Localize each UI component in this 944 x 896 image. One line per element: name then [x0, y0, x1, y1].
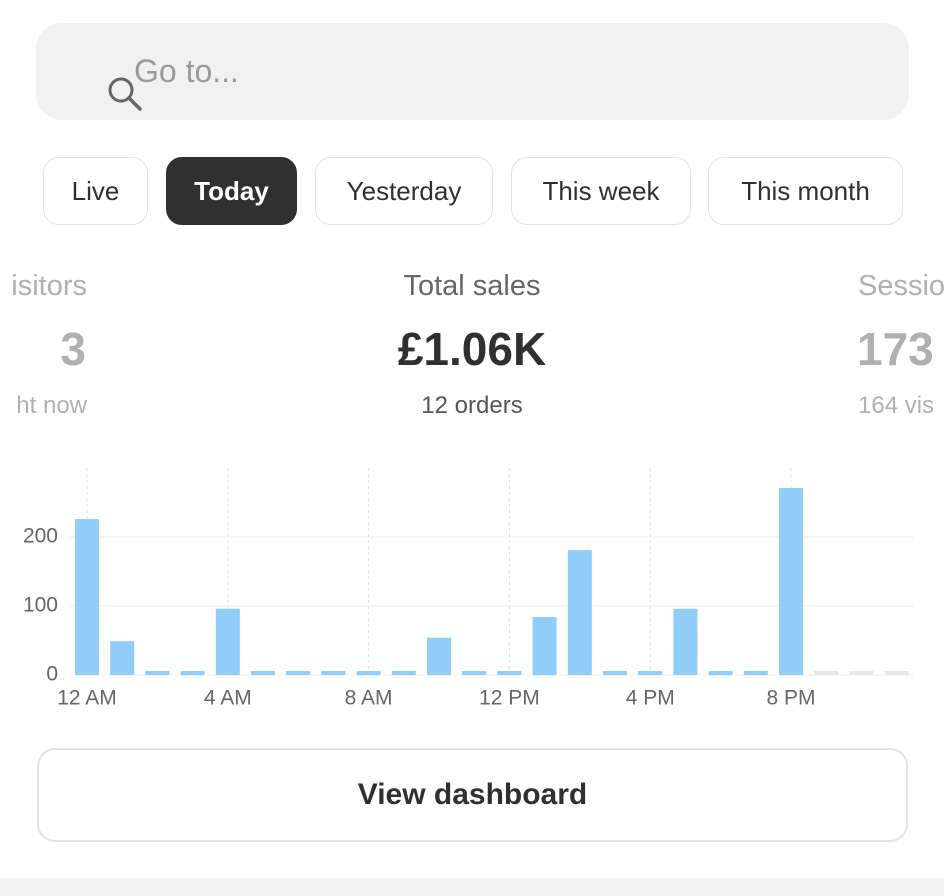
- chart: 12 AM 4 AM 8 AM 12 PM 4 PM 8 PM 0 100 200: [23, 468, 914, 710]
- metric-sub: 164 vis: [858, 392, 935, 419]
- metric-sub: 12 orders: [421, 392, 523, 419]
- x-tick-label: 12 AM: [57, 687, 117, 710]
- y-tick-label: 100: [23, 594, 58, 617]
- x-tick-label: 12 PM: [479, 687, 540, 710]
- bar: [779, 488, 803, 675]
- bar: [180, 671, 205, 675]
- bar: [356, 671, 381, 675]
- bar: [462, 671, 487, 675]
- metric-value: £1.06K: [397, 323, 547, 375]
- y-tick-label: 200: [23, 525, 58, 548]
- bar: [321, 671, 346, 675]
- tab[interactable]: Yesterday: [315, 157, 493, 225]
- empty-bar-placeholder: [814, 671, 839, 675]
- bar: [145, 671, 170, 675]
- bar: [638, 671, 663, 675]
- metric-value: 173: [857, 323, 934, 375]
- empty-bar-placeholder: [849, 671, 874, 675]
- tab[interactable]: This week: [511, 157, 691, 225]
- metric-label: isitors: [11, 270, 87, 302]
- search-bar[interactable]: Go to...: [36, 23, 909, 120]
- bar: [251, 671, 275, 675]
- search-icon: [108, 77, 142, 111]
- empty-bar-placeholder: [884, 671, 909, 675]
- x-tick-label: 8 AM: [345, 687, 393, 710]
- bar: [673, 608, 698, 675]
- bar: [497, 671, 522, 675]
- bar: [391, 671, 416, 675]
- y-tick-label: 0: [46, 663, 58, 686]
- bar: [567, 550, 592, 675]
- tab[interactable]: Today: [166, 157, 297, 225]
- x-tick-label: 4 PM: [626, 687, 675, 710]
- tab[interactable]: Live: [43, 157, 148, 225]
- bar: [532, 617, 557, 675]
- bar: [743, 671, 768, 675]
- bar: [75, 519, 99, 675]
- bar: [427, 637, 451, 675]
- bar: [603, 671, 627, 675]
- tab[interactable]: This month: [708, 157, 903, 225]
- bar: [708, 671, 733, 675]
- bar: [215, 608, 240, 675]
- bar: [110, 641, 135, 675]
- x-tick-label: 8 PM: [766, 687, 815, 710]
- bar: [286, 671, 311, 675]
- view-dashboard-button[interactable]: View dashboard: [37, 748, 908, 842]
- footer-strip: [0, 878, 944, 896]
- metric-value: 3: [60, 323, 86, 375]
- x-tick-label: 4 AM: [204, 687, 252, 710]
- search-placeholder: Go to...: [134, 53, 239, 89]
- metric-sub: ht now: [16, 392, 87, 419]
- metric-label: Sessio: [858, 270, 944, 302]
- metric-label: Total sales: [403, 270, 541, 302]
